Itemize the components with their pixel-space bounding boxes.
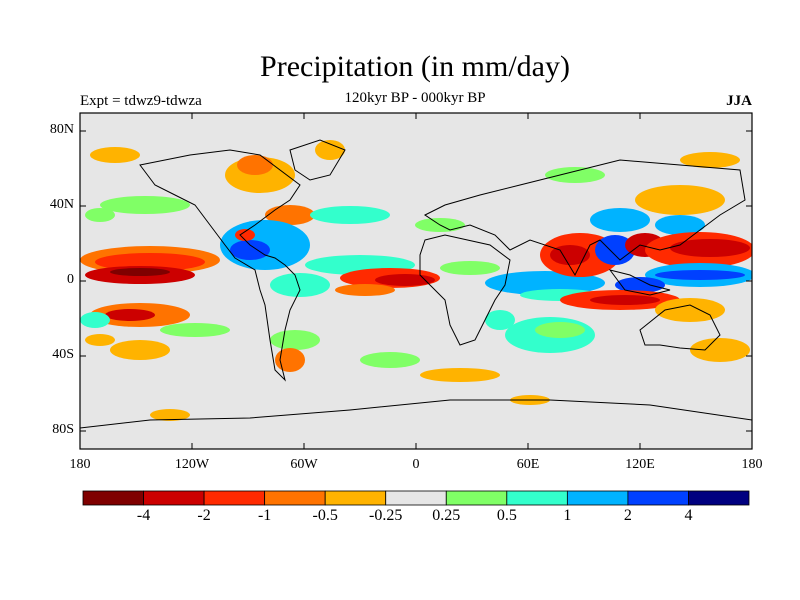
colorbar-swatch (445, 490, 508, 506)
colorbar-label: 0.25 (432, 507, 461, 524)
x-tick-label: 180 (69, 457, 91, 472)
x-tick-label: 120W (174, 457, 210, 472)
y-tick-label: 80S (52, 422, 74, 437)
colorbar-label: -0.5 (312, 507, 338, 524)
season-label: JJA (726, 93, 752, 109)
map-subtitle: 120kyr BP - 000kyr BP (344, 90, 486, 106)
y-tick-label: 0 (67, 272, 74, 287)
x-tick-label: 0 (412, 457, 420, 472)
colorbar-label: -4 (136, 507, 151, 524)
y-tick-label: 40N (49, 197, 74, 212)
y-tick-label: 80N (49, 122, 74, 137)
precip-field (80, 113, 752, 449)
colorbar-label: 4 (684, 507, 693, 524)
colorbar-label: -1 (257, 507, 272, 524)
x-tick-label: 120E (625, 457, 655, 472)
x-tick-label: 60E (516, 457, 540, 472)
y-tick-label: 40S (52, 347, 74, 362)
experiment-label: Expt = tdwz9-tdwza (80, 93, 202, 109)
colorbar-label: -0.25 (369, 507, 403, 524)
colorbar (82, 490, 750, 506)
colorbar-label: -2 (197, 507, 211, 524)
colorbar-swatch (627, 490, 689, 506)
map-title: Precipitation (in mm/day) (260, 50, 570, 83)
colorbar-swatch (566, 490, 629, 506)
colorbar-swatch (688, 490, 750, 506)
colorbar-label: 1 (563, 507, 572, 524)
colorbar-label: 2 (623, 507, 632, 524)
colorbar-swatch (143, 490, 205, 506)
colorbar-swatch (82, 490, 144, 506)
colorbar-swatch (264, 490, 326, 506)
x-tick-label: 60W (290, 457, 318, 472)
colorbar-swatch (506, 490, 568, 506)
colorbar-swatch (385, 490, 447, 506)
colorbar-swatch (324, 490, 387, 506)
coastlines (80, 139, 752, 429)
x-tick-label: 180 (741, 457, 763, 472)
colorbar-label: 0.5 (496, 507, 517, 524)
colorbar-swatch (203, 490, 266, 506)
